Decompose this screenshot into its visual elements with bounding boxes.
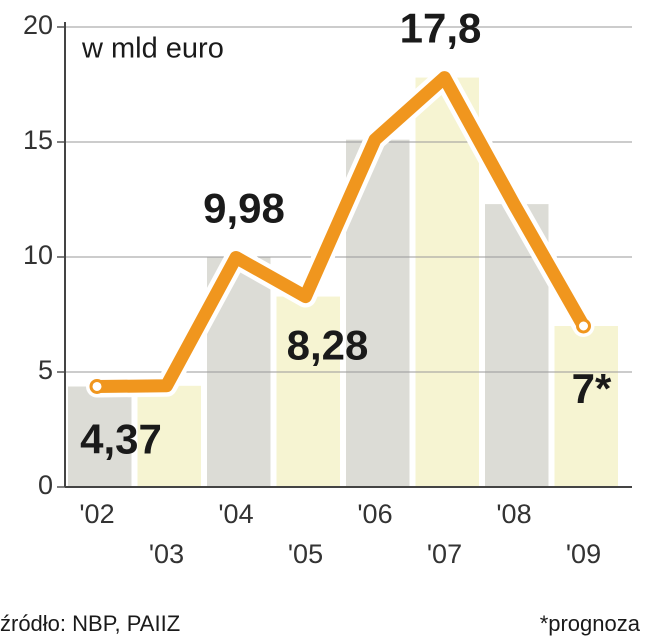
x-tick-label: '04 [218,499,253,529]
x-tick-label: '08 [496,499,531,529]
x-tick-label: '03 [149,539,184,569]
column [415,77,479,487]
y-tick-label: 15 [23,125,53,155]
x-tick-label: '09 [566,539,601,569]
source: źródło: NBP, PAIIZ [0,611,180,636]
column [276,296,340,487]
end-marker [89,378,105,394]
value-label: 7* [572,365,612,412]
x-tick-label: '06 [357,499,392,529]
y-tick-label: 10 [23,240,53,270]
y-tick-label: 5 [38,355,53,385]
plot: 0 5 10 15 20 '02 '03 '04 '05 '06 '07 '08 '09 4,37 9,98… [23,5,632,569]
line [90,71,590,393]
column [137,385,201,487]
value-label: 9,98 [203,185,285,232]
column [554,326,618,487]
value-label: 8,28 [287,322,369,369]
column [68,386,132,487]
y-tick-label: 0 [38,470,53,500]
x-tick-label: '02 [79,499,114,529]
value-label: 17,8 [400,5,482,52]
end-marker [576,318,591,334]
x-tick-label: '07 [427,539,462,569]
x-tick-label: '05 [288,539,323,569]
unit-label: w mld euro [81,33,224,65]
y-tick-label: 20 [23,10,53,40]
footnote: *prognoza [540,611,641,636]
value-label: 4,37 [80,416,162,463]
